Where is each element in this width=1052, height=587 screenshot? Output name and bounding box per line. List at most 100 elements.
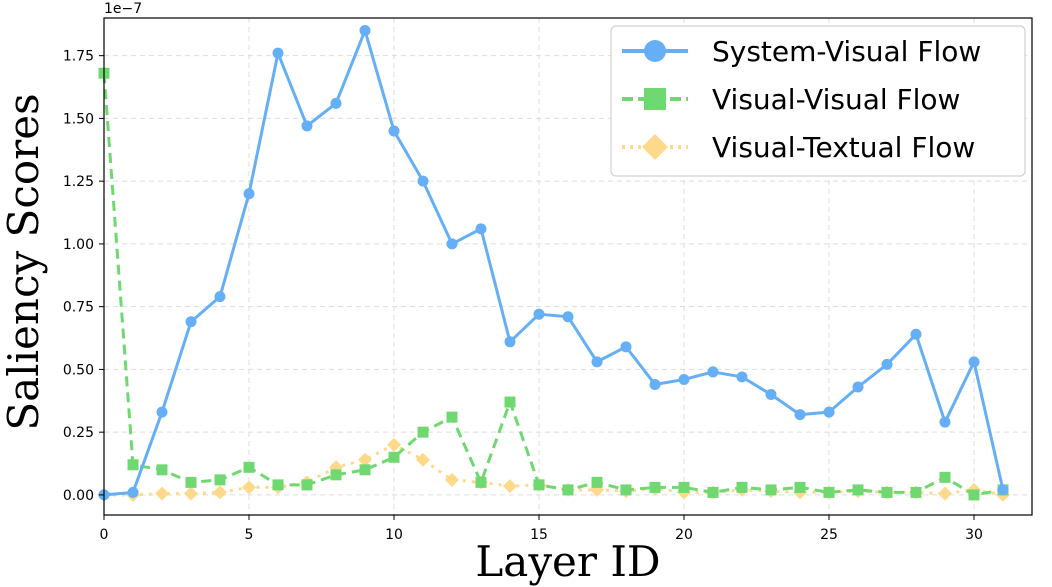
data-point-visual-visual-flow xyxy=(852,484,864,496)
data-point-system-visual-flow xyxy=(127,486,139,498)
data-point-visual-visual-flow xyxy=(417,426,429,438)
data-point-system-visual-flow xyxy=(214,291,226,303)
data-point-system-visual-flow xyxy=(939,416,951,428)
y-tick-label: 0.00 xyxy=(63,488,94,504)
data-point-visual-visual-flow xyxy=(591,476,603,488)
legend-label-system-visual: System-Visual Flow xyxy=(712,35,981,68)
data-point-visual-textual-flow xyxy=(242,480,256,495)
data-point-visual-visual-flow xyxy=(736,481,748,493)
series-visual-visual-flow xyxy=(98,67,1009,501)
series-line-system-visual-flow xyxy=(103,29,1005,497)
y-axis-title: Saliency Scores xyxy=(0,93,48,430)
data-point-system-visual-flow xyxy=(707,366,719,378)
data-point-system-visual-flow xyxy=(968,356,980,368)
x-tick-label: 10 xyxy=(385,527,403,543)
data-point-visual-visual-flow xyxy=(330,469,342,481)
data-point-visual-visual-flow xyxy=(301,479,313,491)
y-tick-label: 0.50 xyxy=(63,362,94,378)
data-point-visual-visual-flow xyxy=(968,489,980,501)
data-point-system-visual-flow xyxy=(881,358,893,370)
data-point-system-visual-flow xyxy=(678,373,690,385)
x-tick-label: 20 xyxy=(675,527,693,543)
data-point-system-visual-flow xyxy=(272,47,284,59)
y-tick-label: 1.50 xyxy=(63,111,94,127)
data-point-visual-visual-flow xyxy=(243,461,255,473)
data-point-visual-visual-flow xyxy=(649,481,661,493)
x-axis-ticks: 0 5 10 15 20 25 30 xyxy=(100,515,983,543)
data-point-visual-visual-flow xyxy=(185,476,197,488)
legend-label-visual-visual: Visual-Visual Flow xyxy=(712,83,960,116)
y-offset-label: 1e−7 xyxy=(104,1,142,17)
x-axis-title: Layer ID xyxy=(475,537,660,586)
x-tick-label: 0 xyxy=(100,527,109,543)
legend-label-visual-textual: Visual-Textual Flow xyxy=(712,131,975,164)
data-point-visual-visual-flow xyxy=(533,479,545,491)
data-point-system-visual-flow xyxy=(562,311,574,323)
data-point-visual-visual-flow xyxy=(678,481,690,493)
data-point-visual-visual-flow xyxy=(823,486,835,498)
data-point-system-visual-flow xyxy=(736,371,748,383)
legend: System-Visual Flow Visual-Visual Flow Vi… xyxy=(610,25,1026,177)
y-tick-label: 1.25 xyxy=(63,174,94,190)
data-point-system-visual-flow xyxy=(997,484,1009,496)
data-point-system-visual-flow xyxy=(243,188,255,200)
y-tick-label: 1.00 xyxy=(63,237,94,253)
data-point-system-visual-flow xyxy=(852,381,864,393)
data-point-system-visual-flow xyxy=(823,406,835,418)
data-point-visual-visual-flow xyxy=(388,451,400,463)
data-point-visual-visual-flow xyxy=(910,486,922,498)
data-point-visual-visual-flow xyxy=(939,471,951,483)
legend-box xyxy=(610,25,1026,177)
data-point-system-visual-flow xyxy=(765,389,777,401)
data-point-system-visual-flow xyxy=(504,336,516,348)
data-point-visual-textual-flow xyxy=(503,479,517,494)
y-tick-label: 1.75 xyxy=(63,49,94,65)
data-point-visual-visual-flow xyxy=(794,481,806,493)
data-point-system-visual-flow xyxy=(446,238,458,250)
data-point-visual-visual-flow xyxy=(359,464,371,476)
data-point-system-visual-flow xyxy=(533,308,545,320)
data-point-visual-visual-flow xyxy=(562,484,574,496)
data-point-visual-textual-flow xyxy=(213,485,227,500)
data-point-visual-textual-flow xyxy=(358,452,372,467)
x-tick-label: 15 xyxy=(530,527,548,543)
data-point-visual-visual-flow xyxy=(765,484,777,496)
data-point-visual-textual-flow xyxy=(155,486,169,501)
data-point-system-visual-flow xyxy=(794,409,806,421)
data-point-visual-textual-flow xyxy=(416,452,430,467)
grid-lines xyxy=(103,18,1032,515)
data-point-visual-visual-flow xyxy=(156,464,168,476)
data-point-system-visual-flow xyxy=(388,125,400,137)
legend-entry-visual-visual: Visual-Visual Flow xyxy=(622,83,960,116)
data-point-visual-visual-flow xyxy=(620,484,632,496)
data-point-system-visual-flow xyxy=(301,120,313,132)
y-tick-label: 0.25 xyxy=(63,425,94,441)
data-point-system-visual-flow xyxy=(156,406,168,418)
x-tick-label: 5 xyxy=(245,527,254,543)
data-point-visual-textual-flow xyxy=(445,472,459,487)
data-point-visual-visual-flow xyxy=(127,459,139,471)
legend-marker-visual-visual xyxy=(644,88,666,110)
series-system-visual-flow xyxy=(98,25,1009,501)
data-point-visual-textual-flow xyxy=(938,486,952,501)
data-point-visual-textual-flow xyxy=(184,486,198,501)
data-point-visual-visual-flow xyxy=(707,486,719,498)
legend-marker-system-visual xyxy=(644,40,666,62)
x-tick-label: 25 xyxy=(820,527,838,543)
data-point-system-visual-flow xyxy=(417,175,429,187)
legend-entry-system-visual: System-Visual Flow xyxy=(622,35,981,68)
plot-frame xyxy=(103,17,1033,516)
data-point-visual-textual-flow xyxy=(387,437,401,452)
series-layer xyxy=(97,25,1010,502)
data-point-system-visual-flow xyxy=(185,316,197,328)
data-point-system-visual-flow xyxy=(910,328,922,340)
data-point-visual-visual-flow xyxy=(214,474,226,486)
legend-marker-visual-textual xyxy=(642,134,668,160)
data-point-visual-visual-flow xyxy=(881,486,893,498)
data-point-system-visual-flow xyxy=(359,25,371,37)
legend-entry-visual-textual: Visual-Textual Flow xyxy=(622,131,975,164)
y-axis-ticks: 0.00 0.25 0.50 0.75 1.00 1.25 1.50 1.75 xyxy=(63,49,104,504)
x-tick-label: 30 xyxy=(965,527,983,543)
data-point-system-visual-flow xyxy=(620,341,632,353)
